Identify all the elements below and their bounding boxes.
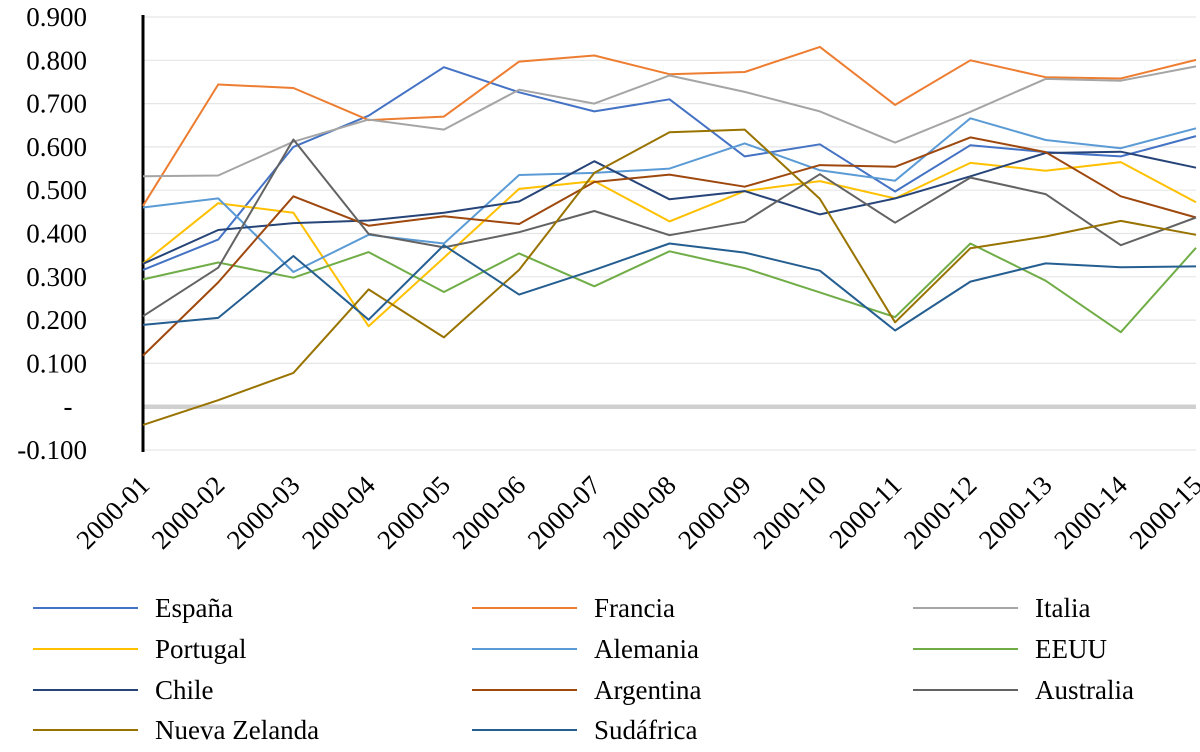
legend-label: Francia	[594, 593, 675, 623]
series-lines	[142, 45, 1197, 426]
x-tick-label: 2000-04	[296, 470, 381, 555]
legend-item: España	[33, 593, 233, 623]
x-tick-label: 2000-08	[597, 470, 682, 555]
series-line-sudáfrica	[142, 242, 1197, 332]
x-tick-label: 2000-14	[1048, 470, 1133, 555]
series-line-alemania	[142, 117, 1197, 273]
y-tick-label: 0.800	[26, 45, 87, 75]
x-tick-labels: 2000-012000-022000-032000-042000-052000-…	[70, 470, 1200, 555]
y-tick-label: -	[64, 392, 73, 422]
y-tick-label: 0.400	[26, 219, 87, 249]
legend-label: Sudáfrica	[594, 715, 697, 745]
series-line-chile	[142, 150, 1197, 265]
x-tick-label: 2000-15	[1123, 470, 1200, 555]
y-tick-label: -0.100	[17, 435, 87, 465]
legend-label: Australia	[1035, 675, 1134, 705]
y-tick-label: 0.300	[26, 262, 87, 292]
legend-item: Argentina	[472, 675, 701, 705]
legend-item: Nueva Zelanda	[33, 715, 319, 745]
x-tick-label: 2000-12	[898, 470, 983, 555]
legend-item: Portugal	[33, 634, 247, 664]
legend-label: Argentina	[594, 675, 701, 705]
series-line-portugal	[142, 161, 1197, 328]
legend-item: Francia	[472, 593, 675, 623]
legend-label: Portugal	[155, 634, 247, 664]
y-tick-label: 0.700	[26, 89, 87, 119]
x-tick-label: 2000-06	[446, 470, 531, 555]
x-tick-label: 2000-11	[823, 470, 907, 554]
x-tick-label: 2000-05	[371, 470, 456, 555]
legend-item: Alemania	[472, 634, 699, 664]
y-tick-labels: -0.100-0.1000.2000.3000.4000.5000.6000.7…	[17, 2, 87, 465]
y-tick-label: 0.900	[26, 2, 87, 32]
y-tick-label: 0.600	[26, 132, 87, 162]
y-tick-label: 0.200	[26, 305, 87, 335]
x-tick-label: 2000-02	[146, 470, 231, 555]
legend-label: Chile	[155, 675, 214, 705]
legend-label: Italia	[1035, 593, 1090, 623]
legend-item: EEUU	[913, 634, 1107, 664]
x-tick-label: 2000-07	[522, 470, 607, 555]
legend-item: Australia	[913, 675, 1134, 705]
y-tick-label: 0.100	[26, 348, 87, 378]
series-line-nueva-zelanda	[142, 128, 1197, 426]
series-line-australia	[142, 138, 1197, 318]
x-tick-label: 2000-09	[672, 470, 757, 555]
series-line-eeuu	[142, 242, 1197, 334]
legend: España Francia Italia Portugal Alemania EEUU C…	[33, 593, 1134, 745]
x-tick-label: 2000-10	[747, 470, 832, 555]
x-tick-label: 2000-13	[973, 470, 1058, 555]
x-tick-label: 2000-01	[70, 470, 155, 555]
series-line-argentina	[142, 136, 1197, 357]
legend-label: Alemania	[594, 634, 699, 664]
legend-label: Nueva Zelanda	[155, 715, 319, 745]
legend-item: Sudáfrica	[472, 715, 697, 745]
legend-item: Italia	[913, 593, 1090, 623]
legend-item: Chile	[33, 675, 214, 705]
x-tick-label: 2000-03	[221, 470, 306, 555]
legend-label: España	[155, 593, 233, 623]
y-tick-label: 0.500	[26, 175, 87, 205]
series-line-italia	[142, 65, 1197, 178]
series-line-españa	[142, 66, 1197, 271]
series-line-francia	[142, 45, 1197, 207]
legend-label: EEUU	[1035, 634, 1107, 664]
